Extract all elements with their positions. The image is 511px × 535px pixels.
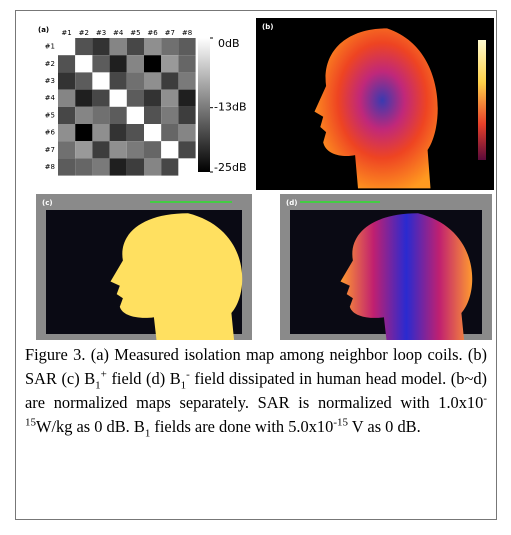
cell xyxy=(144,141,161,158)
caption-text: fields are done with 5.0x10 xyxy=(150,417,333,436)
cell xyxy=(144,55,161,72)
cell xyxy=(127,72,144,89)
caption-text: -15 xyxy=(333,417,348,429)
cell xyxy=(127,38,144,55)
colorbar-label: 0dB xyxy=(218,37,240,50)
column-label: #3 xyxy=(96,29,106,37)
cell xyxy=(144,107,161,124)
cell xyxy=(58,38,75,55)
column-label: #4 xyxy=(113,29,124,37)
cell xyxy=(161,72,178,89)
colorbar xyxy=(198,38,210,172)
caption-text: 1 xyxy=(95,379,101,391)
cell xyxy=(92,107,109,124)
cell xyxy=(161,90,178,107)
cell xyxy=(75,38,92,55)
panel-label: (c) xyxy=(42,199,53,207)
cell xyxy=(58,158,75,175)
caption-text: W/kg as 0 dB. B xyxy=(36,417,145,436)
caption-text: field (d) B xyxy=(107,369,181,388)
row-label: #4 xyxy=(45,94,56,102)
cell xyxy=(127,55,144,72)
cell xyxy=(161,55,178,72)
caption-text: V as 0 dB. xyxy=(348,417,421,436)
row-label: #7 xyxy=(45,146,55,154)
cell xyxy=(92,158,109,175)
cell xyxy=(127,158,144,175)
cell xyxy=(110,107,127,124)
cell xyxy=(92,124,109,141)
cell xyxy=(58,72,75,89)
cell xyxy=(58,141,75,158)
column-label: #5 xyxy=(130,29,140,37)
page: (a) (b) (c) (d) #1 #1 #2 #2 #3 #3 #4 #4 #5 #5 #6 #6… xyxy=(0,0,511,535)
cell xyxy=(127,141,144,158)
figure: (a) (b) (c) (d) #1 #1 #2 #2 #3 #3 #4 #4 #5 #5 #6 #6… xyxy=(0,0,511,340)
panel-label: (d) xyxy=(286,199,297,207)
cell xyxy=(127,107,144,124)
sar-colorbar xyxy=(478,40,486,160)
cell xyxy=(144,38,161,55)
panel-label: (b) xyxy=(262,23,273,31)
cell xyxy=(75,90,92,107)
caption: Figure 3. (a) Measured isolation map amo… xyxy=(25,343,487,439)
cell xyxy=(161,107,178,124)
cell xyxy=(144,90,161,107)
cell xyxy=(58,90,75,107)
cell xyxy=(127,124,144,141)
cell xyxy=(75,55,92,72)
cell xyxy=(75,141,92,158)
cell xyxy=(92,55,109,72)
cell xyxy=(58,107,75,124)
column-label: #1 xyxy=(61,29,71,37)
cell xyxy=(75,107,92,124)
cell xyxy=(127,90,144,107)
cell xyxy=(110,141,127,158)
row-label: #3 xyxy=(45,77,55,85)
cell xyxy=(92,72,109,89)
cell xyxy=(75,72,92,89)
cell xyxy=(161,158,178,175)
cell xyxy=(178,72,195,89)
colorbar-label: -25dB xyxy=(214,161,247,174)
panel-label: (a) xyxy=(38,26,49,34)
cell xyxy=(92,90,109,107)
row-label: #5 xyxy=(45,111,55,119)
cell xyxy=(110,158,127,175)
column-label: #7 xyxy=(165,29,175,37)
column-label: #8 xyxy=(182,29,192,37)
caption-text: 1 xyxy=(181,379,187,391)
cell xyxy=(110,90,127,107)
cell xyxy=(58,55,75,72)
row-label: #8 xyxy=(45,163,55,171)
colorbar-label: -13dB xyxy=(214,101,247,114)
cell xyxy=(161,124,178,141)
cell xyxy=(178,107,195,124)
cell xyxy=(144,158,161,175)
cell xyxy=(75,158,92,175)
cell xyxy=(92,38,109,55)
cell xyxy=(178,38,195,55)
cell xyxy=(144,72,161,89)
row-label: #1 xyxy=(45,43,55,51)
cell xyxy=(75,124,92,141)
column-label: #6 xyxy=(147,29,158,37)
cell xyxy=(178,90,195,107)
cell xyxy=(178,141,195,158)
row-label: #2 xyxy=(45,60,55,68)
cell xyxy=(58,124,75,141)
cell xyxy=(110,72,127,89)
cell xyxy=(92,141,109,158)
column-label: #2 xyxy=(79,29,89,37)
cell xyxy=(110,124,127,141)
cell xyxy=(110,55,127,72)
cell xyxy=(161,141,178,158)
cell xyxy=(144,124,161,141)
cell xyxy=(161,38,178,55)
cell xyxy=(178,158,195,175)
cell xyxy=(178,124,195,141)
row-label: #6 xyxy=(45,129,56,137)
cell xyxy=(110,38,127,55)
cell xyxy=(178,55,195,72)
